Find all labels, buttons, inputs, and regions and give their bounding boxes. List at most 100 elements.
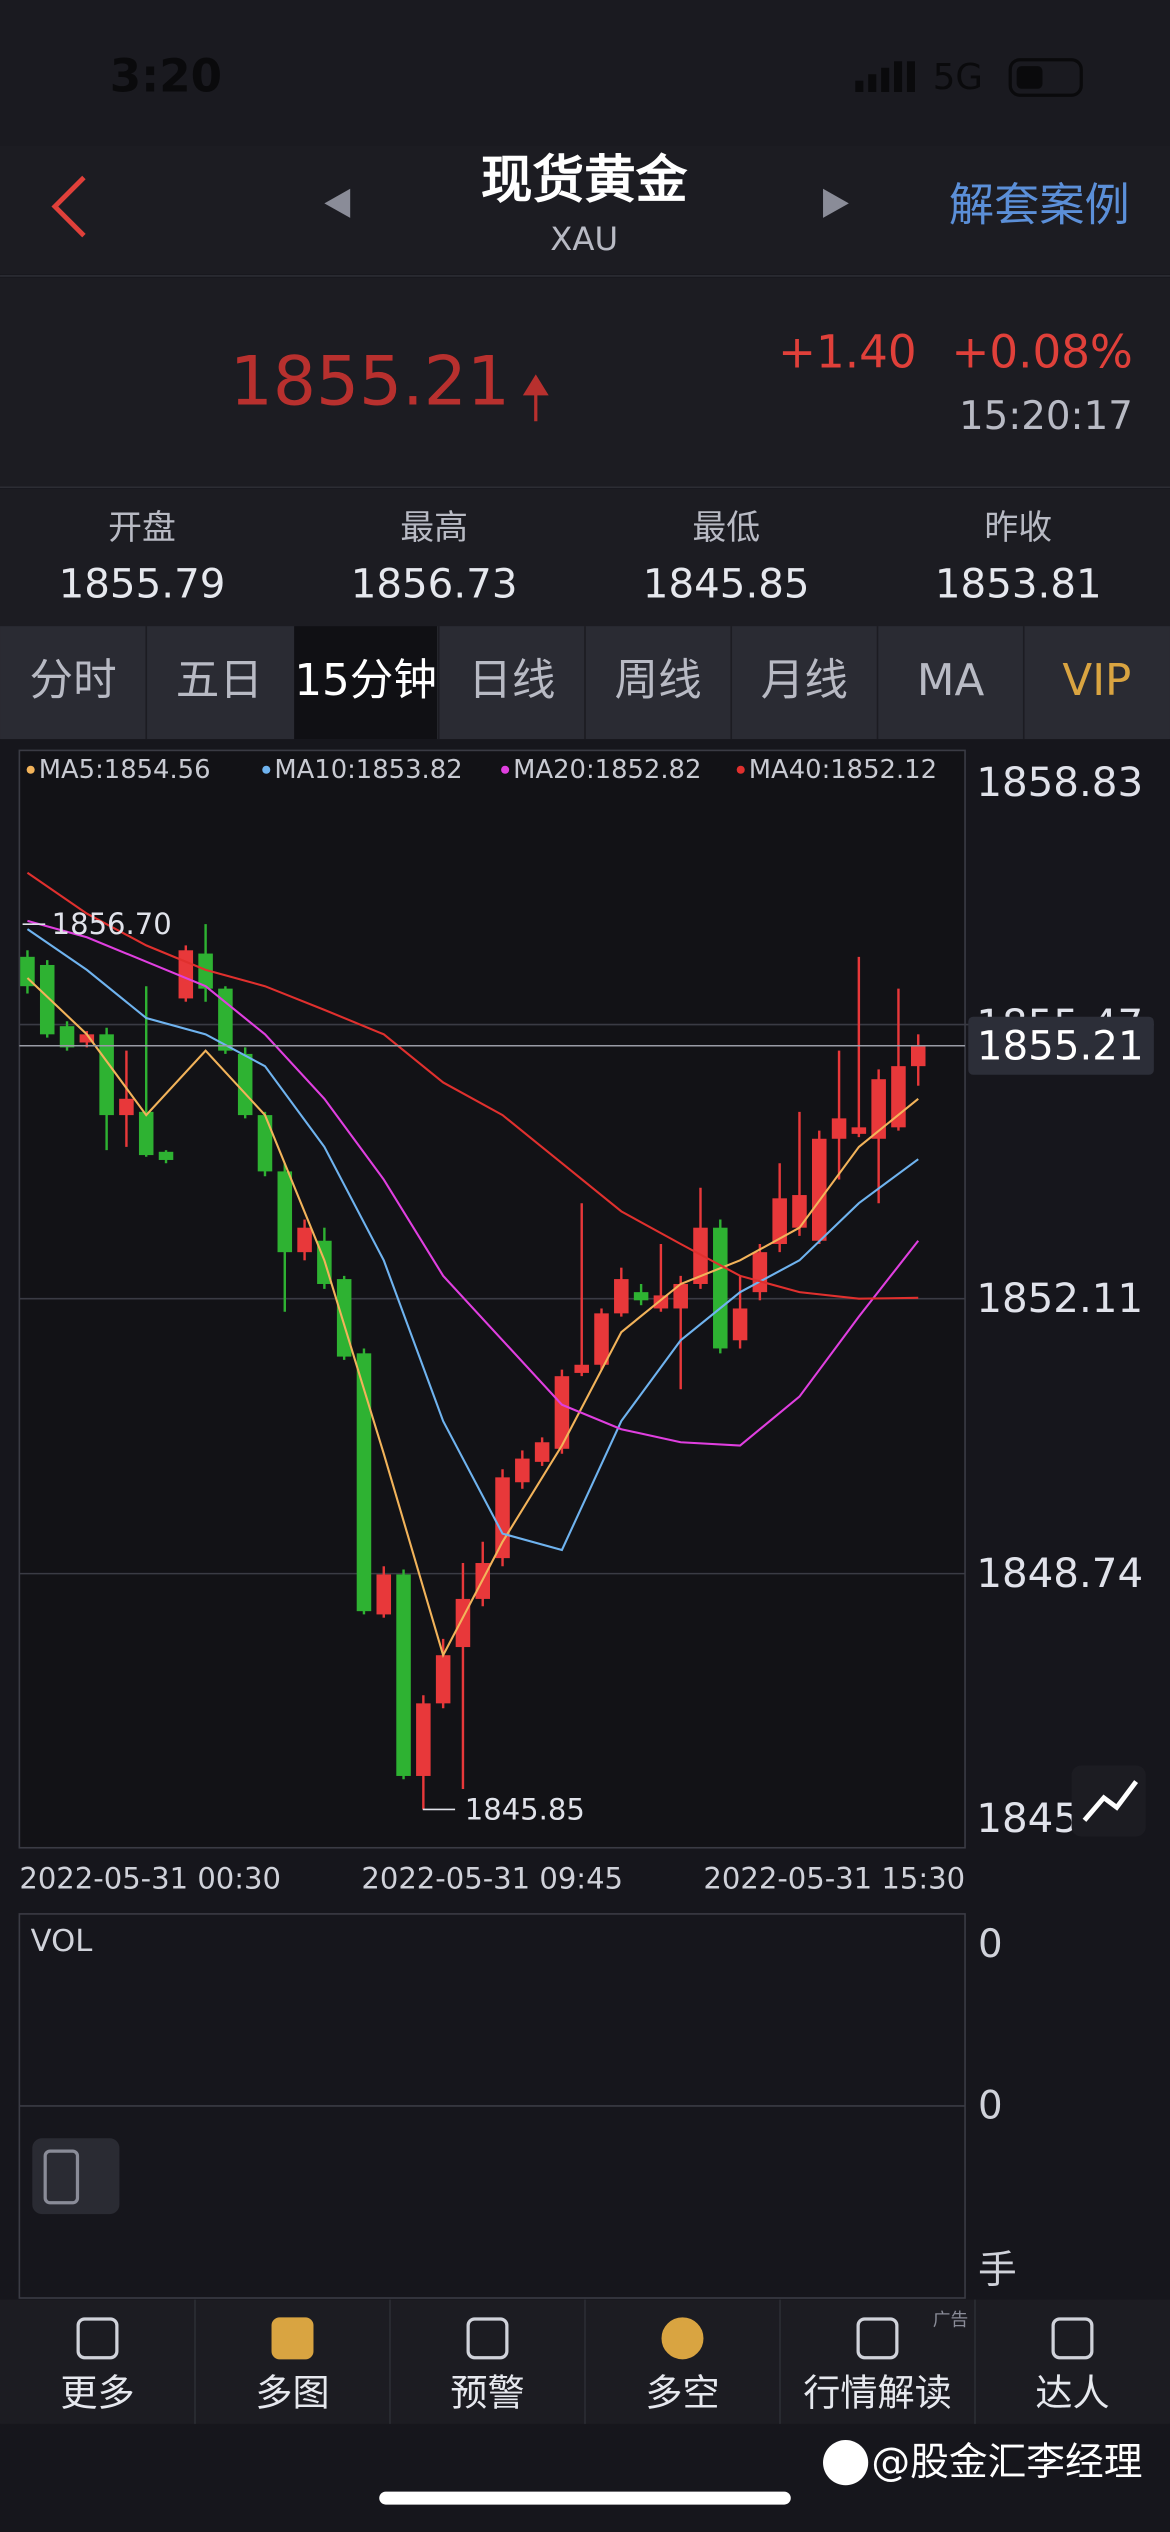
nav-icon[interactable] <box>1051 2317 1094 2360</box>
tab[interactable]: MA <box>917 656 985 706</box>
candle-body <box>574 1364 589 1373</box>
candle-body <box>79 1034 95 1043</box>
candle-body <box>495 1477 510 1559</box>
candle-body <box>534 1442 550 1462</box>
candle-body <box>39 964 55 1035</box>
quote-price: 1855.21 <box>230 341 510 420</box>
last-price-box <box>968 1016 1154 1075</box>
nav-label[interactable]: 预警 <box>450 2372 524 2415</box>
stat-label: 最低 <box>692 508 760 547</box>
candle-body <box>416 1703 431 1776</box>
home-indicator <box>379 2491 791 2505</box>
tab[interactable]: 15分钟 <box>294 656 437 706</box>
trend-icon <box>1082 1780 1139 1822</box>
candle-body <box>910 1045 926 1067</box>
candle-body <box>594 1313 609 1365</box>
tab[interactable]: 月线 <box>761 656 848 706</box>
legend-entry: MA10:1853.82 <box>274 755 462 785</box>
nav-icon[interactable] <box>271 2317 314 2360</box>
candle-body <box>119 1098 134 1116</box>
x-tick-label: 2022-05-31 15:30 <box>703 1861 965 1895</box>
candle-body <box>772 1198 787 1245</box>
last-price-label: 1855.21 <box>977 1022 1144 1069</box>
nav-icon[interactable] <box>76 2317 119 2360</box>
stat-label: 开盘 <box>108 508 176 547</box>
volume-unit: 手 <box>978 2248 1017 2293</box>
ma-line <box>26 977 919 1658</box>
legend-dot <box>736 765 745 774</box>
stats-bg <box>0 488 1170 627</box>
nav-icon[interactable] <box>661 2317 704 2360</box>
candle-body <box>752 1252 768 1293</box>
candle-body <box>99 1034 114 1116</box>
legend-dot <box>262 765 271 774</box>
quote-change-pct: +0.08% <box>952 325 1133 378</box>
nav-label[interactable]: 行情解读 <box>803 2372 951 2415</box>
stat-label: 昨收 <box>984 508 1052 547</box>
x-tick-label: 2022-05-31 09:45 <box>361 1861 623 1895</box>
watermark: @股金汇李经理 <box>871 2440 1142 2485</box>
subtitle: XAU <box>550 220 618 258</box>
volume-title: VOL <box>31 1924 93 1959</box>
quote-bg <box>0 277 1170 488</box>
next-button[interactable] <box>823 188 849 218</box>
candle-body <box>257 1115 273 1172</box>
title: 现货黄金 <box>481 151 688 211</box>
candle-body <box>673 1283 688 1309</box>
tab[interactable]: 分时 <box>30 656 117 706</box>
battery <box>1008 58 1083 97</box>
ad-label: 广告 <box>933 2310 969 2331</box>
candle-body <box>198 953 213 989</box>
candle-body <box>713 1227 728 1349</box>
y-tick-label: 1858.83 <box>976 759 1143 806</box>
header-link[interactable]: 解套案例 <box>949 178 1130 231</box>
nav-icon[interactable] <box>466 2317 509 2360</box>
candle-body <box>831 1118 847 1139</box>
candle-body <box>614 1279 629 1314</box>
candle-body <box>732 1308 748 1341</box>
candle-body <box>237 1053 253 1116</box>
candle-body <box>653 1295 669 1309</box>
nav-label[interactable]: 多空 <box>645 2372 719 2415</box>
ma-line <box>27 919 920 1447</box>
tab-active-bg <box>294 626 438 740</box>
candle-body <box>871 1079 886 1139</box>
y-tick-label: 1852.11 <box>976 1275 1143 1322</box>
ma-line <box>26 871 919 1300</box>
nav-label[interactable]: 更多 <box>60 2372 134 2415</box>
tab[interactable]: 日线 <box>468 656 555 706</box>
candle-body <box>59 1026 75 1048</box>
tab[interactable]: 五日 <box>176 656 263 706</box>
back-button[interactable] <box>51 175 86 238</box>
candle-body <box>554 1376 570 1449</box>
tab[interactable]: 周线 <box>615 656 702 706</box>
legend-entry: MA20:1852.82 <box>513 755 701 785</box>
y-tick-label: 1848.74 <box>976 1550 1143 1597</box>
legend-dot <box>26 765 35 774</box>
legend-dot <box>501 765 510 774</box>
nav-icon[interactable] <box>856 2317 899 2360</box>
volume-tick: 0 <box>978 1922 1003 1967</box>
nav-label[interactable]: 多图 <box>255 2372 329 2415</box>
prev-button[interactable] <box>324 188 351 218</box>
candle-body <box>158 1151 174 1160</box>
legend-entry: MA40:1852.12 <box>749 755 937 785</box>
stat-label: 最高 <box>400 508 468 547</box>
battery-level <box>1016 66 1043 89</box>
x-tick-label: 2022-05-31 00:30 <box>19 1861 281 1895</box>
status-time: 3:20 <box>110 49 222 102</box>
tab[interactable]: VIP <box>1062 656 1131 706</box>
legend-entry: MA5:1854.56 <box>39 755 211 785</box>
watermark-logo <box>823 2440 869 2486</box>
candle-body <box>178 950 194 999</box>
candle-body <box>633 1292 649 1301</box>
candle-body <box>851 1127 867 1134</box>
quote-change: +1.40 <box>778 325 916 378</box>
rotate-icon <box>43 2149 80 2205</box>
volume-tick: 0 <box>978 2083 1003 2128</box>
stat-value: 1855.79 <box>59 561 226 608</box>
up-arrow <box>522 374 549 422</box>
nav-label[interactable]: 达人 <box>1035 2372 1109 2415</box>
